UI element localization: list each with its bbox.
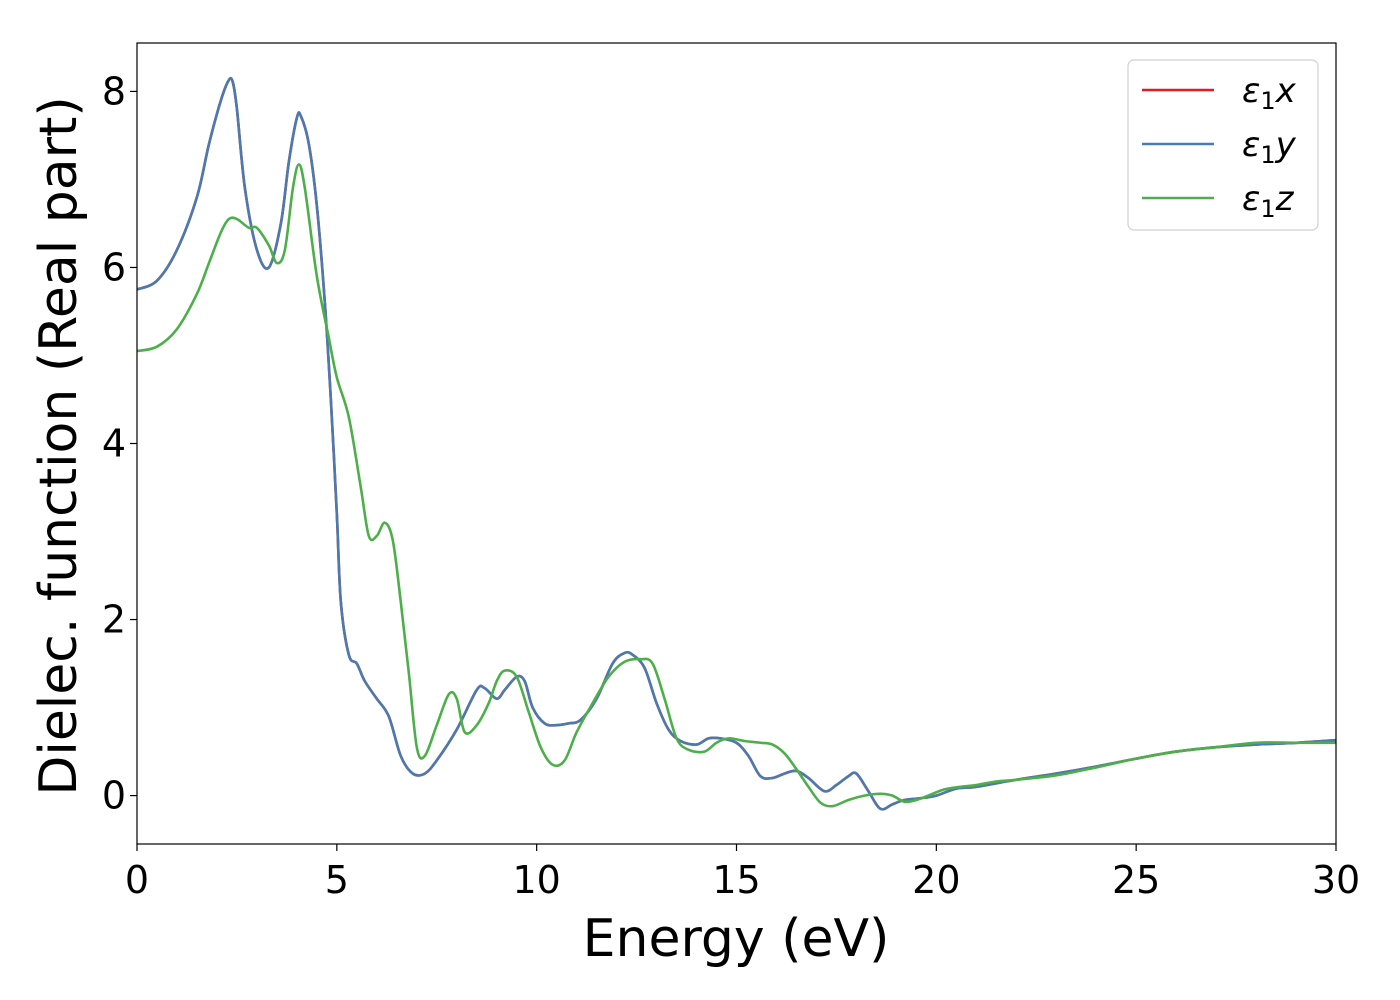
x-tick-label: 20 [912, 858, 960, 902]
series-layer [137, 76, 1336, 811]
series-line-z [137, 163, 1336, 808]
y-tick-label: 8 [102, 69, 126, 113]
x-axis-title: Energy (eV) [583, 909, 890, 969]
y-tick-label: 2 [102, 598, 126, 642]
x-tick-label: 10 [512, 858, 560, 902]
x-tick-label: 15 [712, 858, 760, 902]
y-tick-label: 0 [102, 774, 126, 818]
legend-label-y: ε1y [1242, 125, 1297, 169]
y-tick-label: 4 [102, 422, 126, 466]
legend-label-x: ε1x [1242, 71, 1297, 115]
x-tick-label: 30 [1312, 858, 1360, 902]
legend-box [1127, 59, 1319, 231]
legend: ε1x ε1y ε1z [1127, 59, 1319, 231]
x-tick-label: 5 [325, 858, 349, 902]
x-tick-label: 0 [125, 858, 149, 902]
x-tick-label: 25 [1112, 858, 1160, 902]
legend-label-z: ε1z [1242, 179, 1295, 223]
y-axis: 0 2 4 6 8 [102, 69, 137, 818]
x-axis: 0 5 10 15 20 25 30 [125, 844, 1360, 902]
y-tick-label: 6 [102, 245, 126, 289]
series-line-y [137, 76, 1336, 811]
y-axis-title: Dielec. function (Real part) [29, 96, 89, 795]
